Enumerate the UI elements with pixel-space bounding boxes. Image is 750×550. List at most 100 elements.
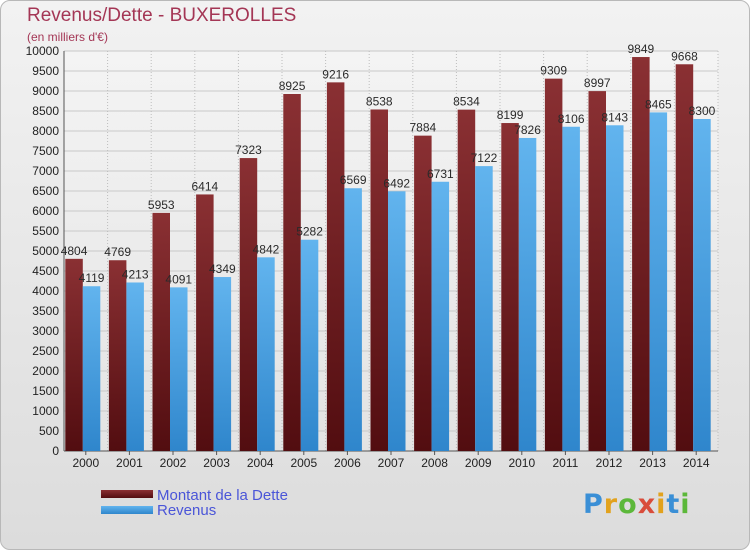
- debt-value-label: 6414: [191, 179, 218, 193]
- x-tick-label: 2003: [203, 456, 230, 470]
- logo-letter: t: [666, 489, 681, 520]
- revenue-value-label: 8465: [645, 97, 672, 111]
- x-tick-label: 2001: [116, 456, 143, 470]
- debt-bar: [544, 78, 563, 451]
- debt-bar: [326, 82, 345, 452]
- y-tick-label: 9500: [32, 64, 59, 78]
- legend-swatch-debt: [101, 490, 153, 498]
- y-tick-label: 4000: [32, 284, 59, 298]
- y-tick-label: 9000: [32, 84, 59, 98]
- x-tick-label: 2002: [160, 456, 187, 470]
- logo-letter: x: [637, 489, 657, 520]
- y-tick-label: 7000: [32, 164, 59, 178]
- logo-letter: i: [656, 489, 667, 520]
- y-tick-label: 1500: [32, 384, 59, 398]
- chart-subtitle: (en milliers d'€): [27, 30, 108, 44]
- revenue-bar: [475, 166, 493, 451]
- revenue-bar: [257, 257, 275, 451]
- revenue-value-label: 4349: [209, 262, 236, 276]
- y-tick-label: 0: [52, 444, 59, 458]
- debt-value-label: 8538: [366, 94, 393, 108]
- revenue-value-label: 8143: [601, 110, 628, 124]
- y-tick-label: 4500: [32, 264, 59, 278]
- debt-bar: [283, 94, 301, 451]
- revenue-value-label: 4119: [79, 271, 105, 285]
- debt-bar: [370, 109, 388, 451]
- revenue-value-label: 6492: [383, 176, 410, 190]
- revenue-bar: [126, 282, 144, 451]
- revenue-bar: [344, 188, 362, 452]
- debt-value-label: 9849: [627, 42, 654, 56]
- y-tick-label: 5500: [32, 224, 59, 238]
- y-tick-label: 6500: [32, 184, 59, 198]
- debt-value-label: 4804: [61, 244, 88, 258]
- revenue-value-label: 4091: [165, 272, 192, 286]
- revenue-value-label: 8300: [689, 104, 716, 118]
- x-tick-label: 2005: [290, 456, 317, 470]
- debt-bar: [152, 212, 170, 451]
- logo-letter: P: [583, 489, 604, 520]
- y-tick-label: 7500: [32, 144, 59, 158]
- y-tick-label: 3500: [32, 304, 59, 318]
- chart-title: Revenus/Dette - BUXEROLLES: [27, 5, 297, 26]
- revenue-value-label: 7122: [471, 151, 498, 165]
- y-tick-label: 8000: [32, 124, 59, 138]
- revenue-value-label: 7826: [514, 123, 541, 137]
- debt-value-label: 9216: [322, 67, 349, 81]
- revenue-value-label: 4213: [122, 267, 149, 281]
- x-tick-label: 2007: [378, 456, 405, 470]
- revenue-bar: [693, 119, 711, 451]
- revenue-bar: [649, 112, 668, 452]
- revenue-bar: [300, 239, 319, 451]
- x-tick-label: 2000: [72, 456, 99, 470]
- revenue-value-label: 4842: [253, 242, 280, 256]
- debt-value-label: 5953: [148, 198, 175, 212]
- revenue-value-label: 6569: [340, 173, 367, 187]
- y-tick-label: 500: [39, 424, 59, 438]
- x-tick-label: 2010: [508, 456, 535, 470]
- debt-value-label: 8199: [497, 108, 524, 122]
- revenue-value-label: 8106: [558, 112, 585, 126]
- revenue-bar: [82, 286, 101, 451]
- logo-letter: o: [618, 489, 638, 520]
- debt-bar: [588, 91, 606, 452]
- x-tick-label: 2006: [334, 456, 361, 470]
- debt-value-label: 9668: [671, 49, 698, 63]
- y-tick-label: 8500: [32, 104, 59, 118]
- debt-value-label: 8997: [584, 76, 611, 90]
- y-tick-label: 2500: [32, 344, 59, 358]
- revenue-bar: [213, 277, 232, 451]
- x-tick-label: 2013: [639, 456, 666, 470]
- revenue-bar: [562, 126, 580, 451]
- debt-value-label: 7884: [409, 121, 436, 135]
- proxiti-logo: Proxiti: [583, 489, 691, 520]
- debt-bar: [501, 123, 519, 451]
- x-tick-label: 2014: [683, 456, 710, 470]
- revenue-bar: [518, 137, 537, 451]
- y-tick-label: 1000: [32, 404, 59, 418]
- revenue-value-label: 6731: [427, 167, 454, 181]
- debt-bar: [65, 258, 83, 451]
- debt-bar: [457, 109, 476, 451]
- x-tick-label: 2009: [465, 456, 492, 470]
- revenue-bar: [388, 191, 406, 451]
- debt-value-label: 8534: [453, 95, 480, 109]
- debt-value-label: 8925: [279, 79, 306, 93]
- y-tick-label: 2000: [32, 364, 59, 378]
- legend-label-debt: Montant de la Dette: [157, 487, 288, 504]
- revenue-bar: [431, 181, 450, 451]
- revenue-value-label: 5282: [296, 225, 323, 239]
- legend-label-revenue: Revenus: [157, 502, 217, 519]
- debt-value-label: 9309: [540, 64, 567, 78]
- debt-value-label: 4769: [104, 245, 131, 259]
- logo-letter: i: [680, 489, 691, 520]
- x-tick-label: 2004: [247, 456, 274, 470]
- debt-bar: [239, 158, 258, 451]
- revenue-bar: [170, 287, 188, 451]
- revenue-bar: [606, 125, 624, 451]
- debt-bar: [196, 194, 214, 451]
- debt-bar: [414, 135, 432, 451]
- legend-swatch-revenue: [101, 506, 153, 514]
